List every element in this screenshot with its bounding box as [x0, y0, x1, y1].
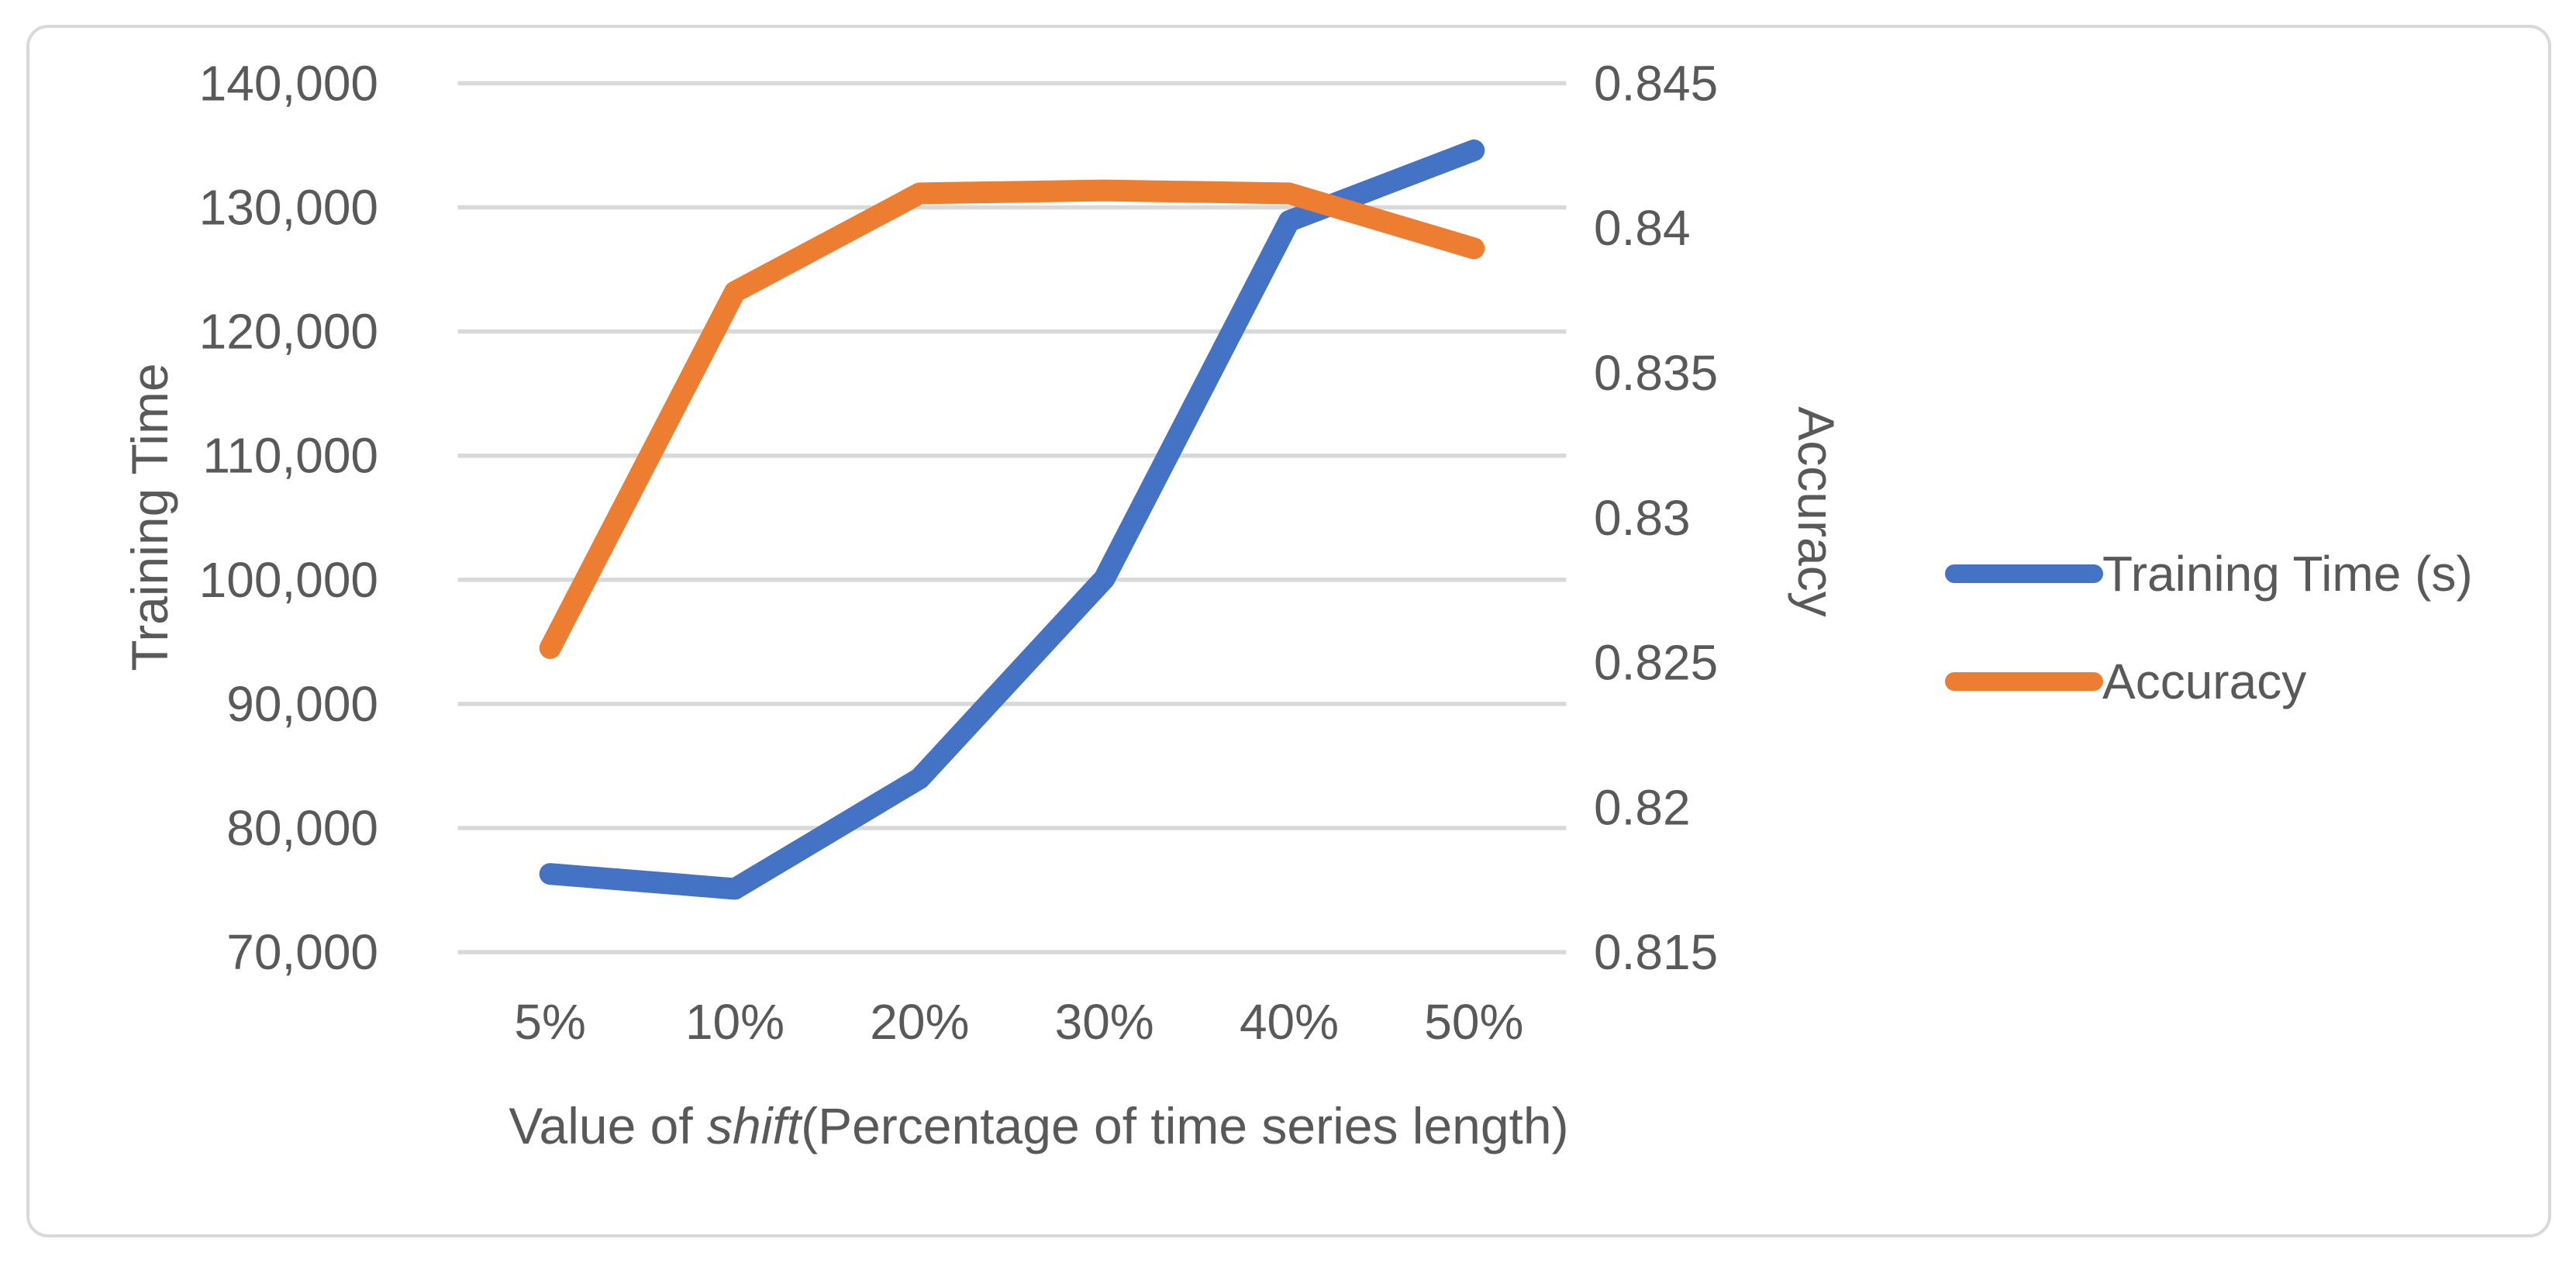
right-axis-tick-label: 0.845: [1594, 55, 1718, 111]
chart-border: [26, 25, 2551, 1237]
left-axis-tick-label: 90,000: [226, 676, 378, 732]
x-axis-title-prefix: Value of: [509, 1097, 707, 1154]
left-axis-tick-label: 120,000: [199, 304, 378, 360]
x-axis-tick-label: 10%: [685, 994, 785, 1050]
right-axis-tick-label: 0.815: [1594, 924, 1718, 980]
x-axis-tick-labels: 5% 10% 20% 30% 40% 50%: [514, 994, 1523, 1050]
right-axis-tick-label: 0.82: [1594, 779, 1691, 835]
right-axis-tick-label: 0.83: [1594, 490, 1691, 546]
x-axis-title-suffix: (Percentage of time series length): [801, 1097, 1568, 1154]
legend-label-training-time: Training Time (s): [2102, 546, 2473, 602]
left-axis-title: Training Time: [121, 363, 178, 671]
x-axis-title-italic-word: shift: [707, 1097, 803, 1154]
right-axis-tick-label: 0.835: [1594, 345, 1718, 401]
x-axis-tick-label: 40%: [1240, 994, 1339, 1050]
x-axis-title: Value of shift(Percentage of time series…: [509, 1097, 1568, 1154]
legend-entry-accuracy: Accuracy: [1945, 654, 2306, 709]
right-axis-title: Accuracy: [1788, 406, 1845, 616]
left-axis-tick-label: 130,000: [199, 180, 378, 236]
left-axis-tick-label: 80,000: [226, 800, 378, 856]
right-axis-tick-labels: 0.845 0.84 0.835 0.83 0.825 0.82 0.815: [1594, 55, 1718, 980]
left-axis-tick-label: 70,000: [226, 924, 378, 980]
x-axis-tick-label: 5%: [514, 994, 586, 1050]
left-axis-tick-label: 140,000: [199, 55, 378, 111]
x-axis-tick-label: 50%: [1424, 994, 1523, 1050]
data-series: [539, 139, 1485, 900]
legend-entry-training-time: Training Time (s): [1945, 546, 2473, 602]
left-axis-tick-label: 110,000: [202, 428, 378, 484]
legend-label-accuracy: Accuracy: [2102, 654, 2306, 709]
left-axis-tick-labels: 140,000 130,000 120,000 110,000 100,000 90,00…: [199, 55, 378, 980]
right-axis-tick-label: 0.84: [1594, 200, 1691, 256]
x-axis-tick-label: 30%: [1055, 994, 1154, 1050]
x-axis-tick-label: 20%: [870, 994, 969, 1050]
legend: Training Time (s) Accuracy: [1945, 546, 2473, 709]
left-axis-tick-label: 100,000: [199, 552, 378, 608]
right-axis-tick-label: 0.825: [1594, 635, 1718, 691]
series-line-accuracy: [539, 179, 1485, 659]
